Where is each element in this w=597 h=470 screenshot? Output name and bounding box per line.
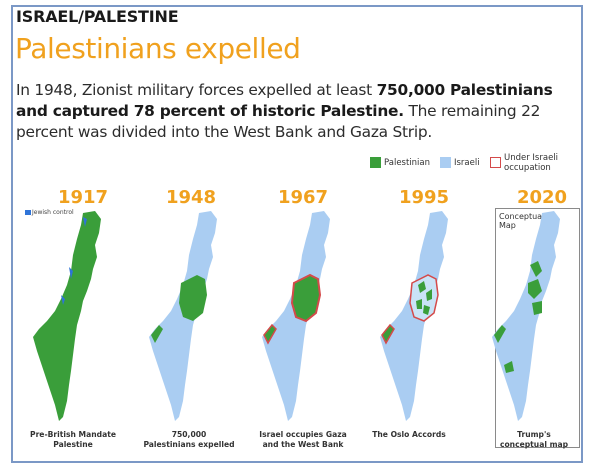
legend-swatch-palestinian (370, 157, 381, 168)
legend-label-israeli: Israeli (454, 158, 480, 168)
west-bank-occupied (290, 273, 322, 323)
legend-swatch-israeli (440, 157, 451, 168)
jewish-control-area (61, 295, 65, 305)
map-1967 (262, 211, 330, 421)
lede: In 1948, Zionist military forces expelle… (16, 80, 576, 143)
dead-sea (438, 299, 446, 319)
area-a-patch (426, 289, 432, 301)
area-a-patch (416, 299, 422, 309)
year-1995: 1995 (398, 187, 450, 208)
jewish-control-area (69, 267, 73, 279)
palestinian-enclave (530, 261, 542, 277)
caption-2020: Trump's conceptual map (475, 430, 593, 449)
dead-sea (550, 299, 558, 319)
gaza-occupied (381, 323, 395, 345)
lede-text-1: In 1948, Zionist military forces expelle… (16, 81, 377, 99)
area-a-patch (418, 281, 426, 293)
year-2020: 2020 (516, 187, 568, 208)
dead-sea (320, 299, 328, 319)
palestinian-enclave (528, 279, 542, 299)
caption-1948-line2: Palestinians expelled (143, 439, 235, 449)
west-bank-area (179, 275, 207, 321)
lede-bold: 750,000 Palestinians and captured 78 per… (16, 81, 553, 120)
area-a-patch (423, 305, 430, 315)
caption-1917: Pre-British Mandate Palestine (14, 430, 132, 449)
headline: Palestinians expelled (15, 32, 301, 65)
map-2020 (492, 211, 560, 421)
caption-1967: Israel occupies Gaza and the West Bank (244, 430, 362, 449)
legend-label-palestinian: Palestinian (384, 158, 431, 168)
gaza-area (494, 325, 506, 343)
year-1967: 1967 (277, 187, 329, 208)
lede-text-2: The remaining 22 percent was divided int… (16, 102, 541, 141)
israeli-territory (492, 211, 560, 421)
conceptual-map-label: Conceptual Map (499, 212, 545, 230)
map-1917 (33, 211, 104, 421)
palestine-territory (33, 211, 101, 421)
gaza-strip-area (151, 325, 163, 343)
west-bank-occupied (409, 274, 439, 322)
legend-swatch-occupation (490, 157, 501, 168)
dead-sea (207, 299, 215, 319)
caption-1948: 750,000 Palestinians expelled (130, 430, 248, 449)
negev-enclave (504, 361, 514, 373)
jewish-control-area (83, 217, 87, 227)
map-1995 (380, 211, 448, 421)
jewish-control-label: Jewish control (32, 209, 74, 216)
caption-1948-line1: 750,000 (171, 430, 207, 439)
kicker: ISRAEL/PALESTINE (16, 7, 179, 26)
conceptual-map-box (495, 208, 580, 448)
caption-2020-line1: Trump's (517, 430, 551, 439)
dead-sea (94, 291, 104, 315)
caption-1967-line1: Israel occupies Gaza (259, 430, 347, 439)
caption-1967-line2: and the West Bank (262, 439, 344, 449)
map-1948 (149, 211, 217, 421)
caption-1917-line2: Palestine (53, 439, 93, 449)
legend-label-occupation: Under Israeli occupation (504, 153, 559, 173)
year-1917: 1917 (57, 187, 109, 208)
gaza-occupied (263, 323, 277, 345)
caption-1995: The Oslo Accords (350, 430, 468, 440)
caption-1995-line1: The Oslo Accords (372, 430, 446, 439)
palestinian-enclave (532, 301, 542, 315)
jewish-control-swatch (25, 210, 31, 215)
caption-2020-line2: conceptual map (499, 439, 569, 449)
caption-1917-line1: Pre-British Mandate (30, 430, 116, 439)
year-1948: 1948 (165, 187, 217, 208)
